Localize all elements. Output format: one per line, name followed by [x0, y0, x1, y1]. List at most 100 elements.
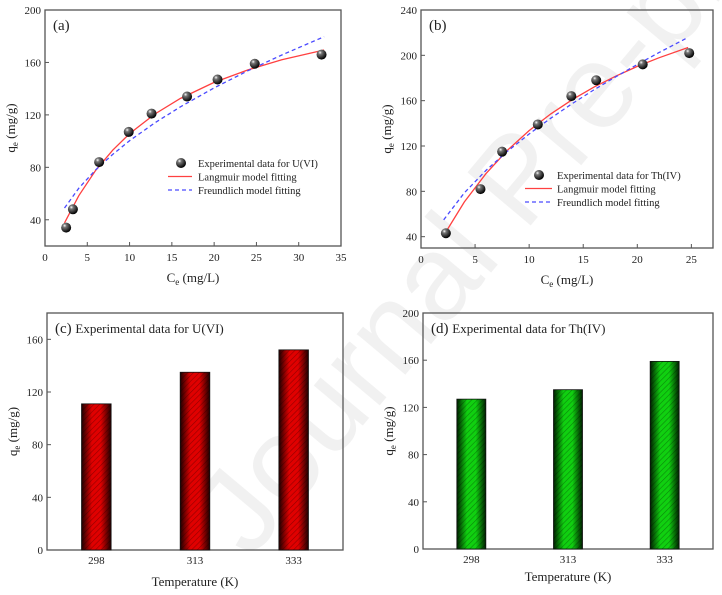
data-point	[591, 75, 602, 86]
y-tick-label: 200	[403, 308, 420, 320]
y-axis-label-rest: (mg/g)	[3, 103, 18, 142]
y-tick-label: 40	[406, 232, 418, 244]
y-tick-label: 40	[30, 215, 42, 227]
y-axis-label: qe (mg/g)	[381, 406, 398, 455]
legend-marker	[534, 170, 544, 180]
x-tick-label: 25	[686, 254, 698, 266]
y-tick-label: 40	[408, 497, 420, 509]
y-axis-label-base: q	[379, 147, 394, 154]
x-axis-label: Temperature (K)	[525, 569, 612, 584]
y-tick-label: 200	[25, 5, 42, 17]
y-tick-label: 40	[32, 492, 44, 504]
legend-label: Langmuir model fitting	[198, 173, 297, 184]
bar-hatch	[81, 403, 112, 550]
data-point	[684, 48, 695, 59]
x-axis-label-sub: e	[549, 279, 553, 289]
x-axis-label-base: Temperature (K)	[525, 569, 612, 584]
data-point	[94, 157, 105, 168]
y-tick-label: 240	[401, 5, 418, 17]
data-point	[440, 228, 451, 239]
x-tick-label: 15	[578, 254, 590, 266]
x-tick-label: 20	[632, 254, 644, 266]
y-axis-label-sub: e	[10, 142, 20, 146]
y-axis-label-sub: e	[386, 143, 396, 147]
y-tick-label: 200	[401, 50, 418, 62]
y-tick-label: 160	[27, 334, 44, 346]
data-point	[497, 146, 508, 157]
x-tick-label: 5	[472, 254, 478, 266]
bar-hatch	[650, 361, 680, 549]
x-tick-label: 25	[251, 252, 263, 264]
watermark: Journal Pre-proof	[167, 0, 722, 577]
x-tick-label: 298	[88, 555, 105, 567]
y-axis-label-rest: (mg/g)	[5, 407, 20, 446]
data-point	[123, 126, 134, 137]
x-axis-label-rest: (mg/L)	[553, 272, 593, 287]
x-tick-label: 298	[463, 554, 480, 566]
x-tick-label: 313	[560, 554, 577, 566]
y-axis-label: qe (mg/g)	[5, 407, 22, 456]
data-point	[316, 49, 327, 60]
panel-title-text: Experimental data for U(VI)	[75, 321, 223, 336]
bar-hatch	[278, 349, 309, 550]
x-tick-label: 333	[656, 554, 673, 566]
y-tick-label: 0	[38, 545, 44, 557]
panel-d: 0 40 80 120 160 200 qe (mg/g) 298 313 333 Temperat…	[381, 308, 714, 584]
x-axis-label-base: C	[167, 270, 176, 285]
legend: Experimental data for Th(IV) Langmuir mod…	[525, 170, 681, 209]
x-axis-label: Ce (mg/L)	[541, 272, 594, 289]
legend-label: Freundlich model fitting	[557, 198, 660, 209]
x-tick-label: 30	[293, 252, 305, 264]
x-tick-label: 5	[85, 252, 91, 264]
x-axis-label-base: Temperature (K)	[152, 574, 239, 589]
y-tick-label: 120	[25, 110, 42, 122]
y-axis-label-sub: e	[388, 445, 398, 449]
panel-c: 0 40 80 120 160 qe (mg/g) 298 313 333 Temperature…	[5, 312, 344, 589]
y-axis-label-base: q	[3, 146, 18, 153]
y-tick-label: 80	[406, 186, 418, 198]
y-tick-label: 160	[25, 57, 42, 69]
bar-hatch	[456, 399, 486, 549]
data-point	[182, 91, 193, 102]
x-tick-label: 15	[166, 252, 178, 264]
x-axis-label-rest: (mg/L)	[179, 270, 219, 285]
x-axis-label: Temperature (K)	[152, 574, 239, 589]
y-axis-label-sub: e	[12, 446, 22, 450]
plot-frame	[420, 9, 714, 249]
bar-hatch	[180, 372, 210, 550]
x-tick-label: 0	[42, 252, 48, 264]
y-axis-label-base: q	[381, 449, 396, 456]
panel-label: (a)	[53, 18, 70, 34]
legend-label: Langmuir model fitting	[557, 185, 656, 196]
y-tick-label: 80	[408, 450, 420, 462]
panel-title: (c) Experimental data for U(VI)	[55, 321, 224, 337]
x-tick-label: 0	[418, 254, 424, 266]
y-axis-label-rest: (mg/g)	[381, 406, 396, 445]
data-point	[249, 58, 260, 69]
data-point	[146, 108, 157, 119]
x-tick-label: 10	[124, 252, 136, 264]
x-tick-label: 313	[187, 555, 204, 567]
y-tick-label: 0	[414, 544, 420, 556]
y-axis-label: qe (mg/g)	[379, 104, 396, 153]
x-tick-label: 10	[524, 254, 536, 266]
legend-label: Freundlich model fitting	[198, 186, 301, 197]
data-point	[212, 74, 223, 85]
x-axis-label-sub: e	[175, 277, 179, 287]
y-axis-label: qe (mg/g)	[3, 103, 20, 152]
y-tick-label: 120	[401, 141, 418, 153]
data-point	[637, 59, 648, 70]
panel-title: (d) Experimental data for Th(IV)	[431, 321, 605, 337]
y-tick-label: 120	[403, 402, 420, 414]
x-axis-label-base: C	[541, 272, 550, 287]
panel-title-text: Experimental data for Th(IV)	[452, 321, 605, 336]
y-tick-label: 80	[30, 162, 42, 174]
x-tick-label: 333	[285, 555, 302, 567]
bar-hatch	[553, 389, 583, 549]
y-axis-label-base: q	[5, 449, 20, 456]
data-point	[61, 222, 72, 233]
legend-label: Experimental data for U(VI)	[198, 159, 318, 170]
legend-label: Experimental data for Th(IV)	[557, 171, 681, 182]
